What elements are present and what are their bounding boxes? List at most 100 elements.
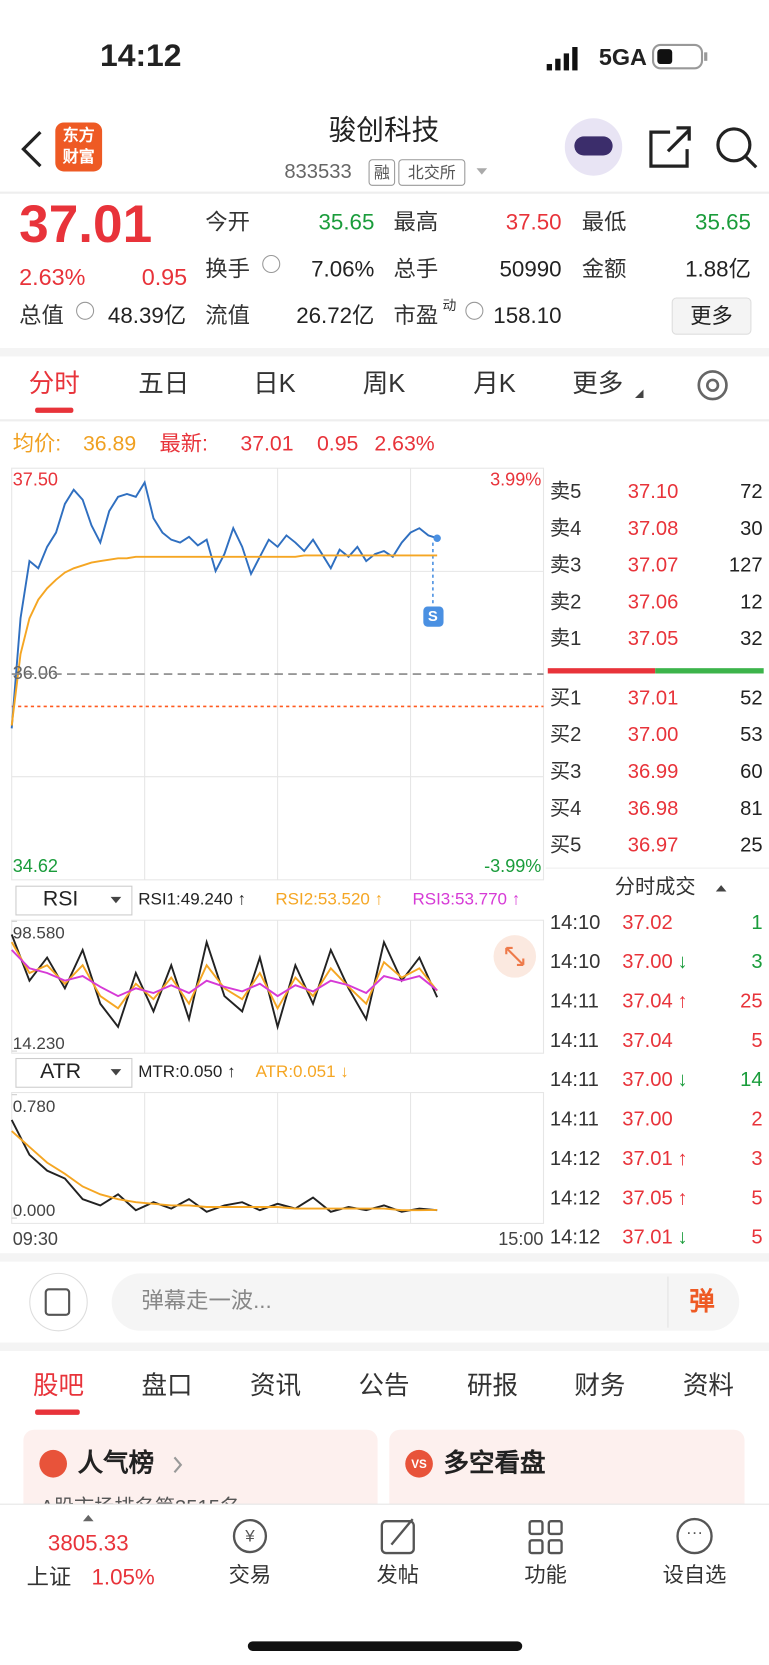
section-tab[interactable]: 资料 <box>683 1372 734 1400</box>
logo-text: 财富 <box>63 147 95 166</box>
chart-tab[interactable]: 月K <box>473 370 516 398</box>
indicator-name[interactable]: ATR <box>40 1059 81 1083</box>
pct-label: -3.99% <box>484 856 541 876</box>
pct-label: 3.99% <box>490 470 541 490</box>
trade-volume: 5 <box>751 1030 762 1052</box>
field-label: 最高 <box>394 209 439 234</box>
card-title[interactable]: 多空看盘 <box>444 1449 546 1478</box>
book-label: 卖3 <box>550 554 581 577</box>
book-volume: 60 <box>740 761 762 783</box>
atr-select[interactable] <box>15 1057 133 1088</box>
trade-time: 14:11 <box>550 1069 599 1091</box>
rsi-select[interactable] <box>15 885 133 916</box>
book-volume: 32 <box>740 628 762 650</box>
more-label[interactable]: 更多 <box>690 304 733 328</box>
tag-box <box>368 159 396 186</box>
bid-bar <box>655 668 764 674</box>
share-button[interactable] <box>649 126 691 168</box>
y-tick-label: 37.50 <box>13 470 58 490</box>
chart-tab[interactable]: 日K <box>253 370 296 398</box>
legend-entry: MTR:0.050 ↑ <box>138 1062 235 1081</box>
app-logo[interactable] <box>55 122 103 172</box>
danmaku-button[interactable]: 弹 <box>689 1288 715 1316</box>
trade-volume: 5 <box>751 1187 762 1209</box>
book-price: 36.98 <box>628 798 679 820</box>
logo-text: 东方 <box>63 126 95 145</box>
nav-item[interactable]: 发帖 <box>377 1563 420 1587</box>
card-icon <box>405 1449 433 1478</box>
field-value: 1.88亿 <box>685 256 751 281</box>
field-label: 换手 <box>205 256 250 281</box>
trade-arrow: ↑ <box>678 1187 688 1209</box>
trade-arrow: ↑ <box>678 990 688 1012</box>
section-tab[interactable]: 盘口 <box>141 1372 192 1400</box>
nav-icons <box>232 1517 713 1555</box>
field-value: 158.10 <box>493 303 561 328</box>
field-label: 金额 <box>582 256 627 281</box>
field-label: 总手 <box>394 256 439 281</box>
book-volume: 53 <box>740 724 762 746</box>
card[interactable] <box>23 1429 378 1515</box>
back-button[interactable] <box>21 130 42 168</box>
nav-item[interactable]: 设自选 <box>663 1563 727 1587</box>
section-tab[interactable]: 公告 <box>358 1372 409 1400</box>
info-icon <box>465 301 484 320</box>
section-tab[interactable]: 财务 <box>574 1372 625 1400</box>
series-line <box>11 1130 438 1212</box>
card[interactable] <box>389 1429 745 1515</box>
tag: 融 <box>374 164 390 182</box>
tag-box <box>398 159 466 186</box>
summary-text: 最新: <box>160 431 208 455</box>
chart-tab[interactable]: 分时 <box>29 370 80 398</box>
legend-entry: RSI1:49.240 ↑ <box>138 890 246 909</box>
field-label: 流值 <box>205 303 250 328</box>
info-icon <box>76 301 95 320</box>
dropdown-caret[interactable] <box>476 168 488 175</box>
index-change: 1.05% <box>91 1565 154 1590</box>
bottom-nav <box>0 1504 769 1665</box>
card-icon-text: VS <box>411 1458 427 1471</box>
trade-volume: 3 <box>751 1148 762 1170</box>
section-tab[interactable]: 资讯 <box>250 1372 301 1400</box>
field-value: 37.50 <box>506 209 562 234</box>
field-value: 35.65 <box>319 209 375 234</box>
more-button[interactable] <box>671 297 752 335</box>
danmaku-settings[interactable] <box>29 1272 88 1332</box>
info-icon <box>262 254 281 274</box>
book-price: 37.00 <box>628 724 679 746</box>
book-price: 36.99 <box>628 761 679 783</box>
settings-button[interactable] <box>697 370 728 401</box>
trade-price: 37.02 <box>622 912 673 934</box>
series-line <box>10 1119 438 1213</box>
summary-text: 36.89 <box>83 431 136 455</box>
book-label: 卖1 <box>550 627 581 650</box>
nav-item[interactable]: 交易 <box>229 1563 272 1587</box>
chart-tab[interactable]: 五日 <box>138 370 189 398</box>
y-tick-label: 98.580 <box>13 924 65 943</box>
robot-face <box>574 136 613 156</box>
section-tab[interactable]: 研报 <box>467 1372 518 1400</box>
s-marker[interactable] <box>423 606 444 627</box>
chart-tab[interactable]: 更多 <box>572 370 623 398</box>
index-value[interactable]: 3805.33 <box>48 1531 129 1556</box>
indicator-name[interactable]: RSI <box>43 887 78 911</box>
last-point <box>433 534 441 542</box>
field-value: 48.39亿 <box>108 303 186 328</box>
search-button[interactable] <box>716 127 758 169</box>
dots-icon: ··· <box>686 1522 703 1541</box>
chart-tab[interactable]: 周K <box>363 370 406 398</box>
nav-item[interactable]: 功能 <box>524 1563 567 1587</box>
field-value: 26.72亿 <box>296 303 374 328</box>
summary-text: 均价: <box>13 431 61 455</box>
section-tab[interactable]: 股吧 <box>33 1372 84 1400</box>
book-label: 买3 <box>550 761 581 783</box>
card-title[interactable]: 人气榜 <box>78 1449 155 1478</box>
caret <box>110 896 122 904</box>
comment-input[interactable] <box>111 1273 740 1331</box>
legend-entry: ATR:0.051 ↓ <box>256 1062 349 1081</box>
trade-time: 14:12 <box>550 1187 601 1209</box>
field-value: 50990 <box>499 256 561 281</box>
trade-volume: 25 <box>740 990 762 1012</box>
comment-placeholder[interactable]: 弹幕走一波... <box>141 1288 271 1313</box>
book-price: 37.07 <box>628 555 679 577</box>
